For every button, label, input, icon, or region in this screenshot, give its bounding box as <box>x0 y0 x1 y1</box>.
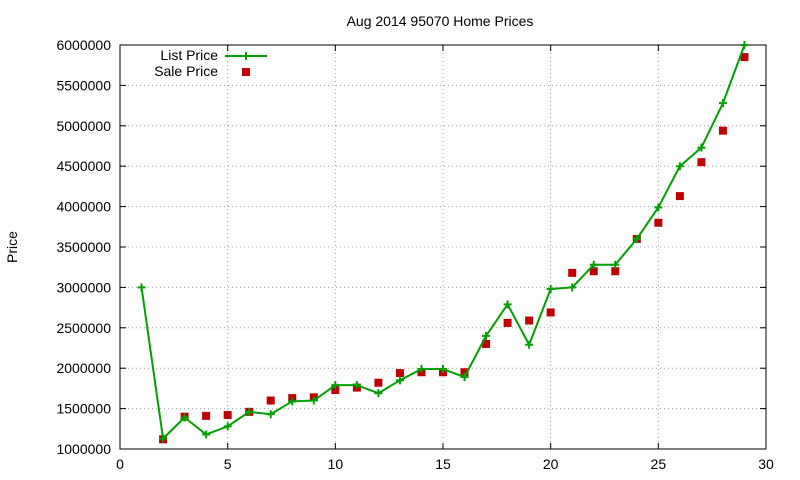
list-price-point <box>589 260 598 269</box>
list-price-point <box>288 397 297 406</box>
sale-price-point <box>395 369 404 378</box>
list-price-point <box>180 413 189 422</box>
y-tick-label: 1500000 <box>56 401 111 417</box>
sale-price-point <box>223 411 232 420</box>
legend: List Price Sale Price <box>154 47 267 79</box>
y-tick-label: 3500000 <box>56 239 111 255</box>
list-price-point <box>374 389 383 398</box>
list-price-point <box>309 396 318 405</box>
list-price-point <box>525 340 534 349</box>
list-price-point <box>546 285 555 294</box>
list-price-point <box>740 41 749 49</box>
y-tick-label: 5000000 <box>56 118 111 134</box>
y-tick-label: 4000000 <box>56 199 111 215</box>
list-price-point <box>417 365 426 374</box>
x-tick-label: 0 <box>116 456 124 472</box>
sale-price-point <box>546 308 555 317</box>
list-price-point <box>460 373 469 382</box>
x-tick-label: 10 <box>328 456 344 472</box>
series-layer <box>137 41 749 444</box>
sale-price-point <box>589 267 598 276</box>
sale-price-point <box>718 126 727 135</box>
list-price-point <box>611 260 620 269</box>
list-price-point <box>202 430 211 439</box>
list-price-point <box>266 410 275 419</box>
list-price-point <box>503 300 512 309</box>
y-tick-label: 2000000 <box>56 360 111 376</box>
list-price-point <box>568 283 577 292</box>
list-price-point <box>352 381 361 390</box>
sale-price-point <box>202 411 211 420</box>
sale-price-point <box>503 318 512 327</box>
list-price-point <box>223 422 232 431</box>
y-axis-label: Price <box>4 231 20 263</box>
list-price-point <box>159 434 168 443</box>
x-tick-label: 25 <box>651 456 667 472</box>
y-tick-label: 1000000 <box>56 441 111 457</box>
sale-price-point <box>266 396 275 405</box>
y-tick-label: 5500000 <box>56 77 111 93</box>
list-price-point <box>395 376 404 385</box>
y-tick-label: 3000000 <box>56 279 111 295</box>
sale-price-point <box>482 339 491 348</box>
x-tick-label: 5 <box>224 456 232 472</box>
sale-price-point <box>675 192 684 201</box>
y-tick-label: 6000000 <box>56 37 111 53</box>
list-price-point <box>697 143 706 152</box>
x-tick-label: 15 <box>435 456 451 472</box>
list-price-point <box>718 99 727 108</box>
list-price-point <box>654 203 663 212</box>
axis-ticks: 1000000 1500000 2000000 2500000 3000000 35000… <box>56 37 774 472</box>
x-tick-label: 20 <box>543 456 559 472</box>
sale-price-point <box>374 378 383 387</box>
list-price-point <box>675 162 684 171</box>
y-tick-label: 4500000 <box>56 158 111 174</box>
list-price-point <box>439 365 447 374</box>
sale-price-point <box>654 218 663 227</box>
x-tick-label: 30 <box>758 456 774 472</box>
sale-price-point <box>525 316 534 325</box>
legend-marker-list-price <box>242 52 250 60</box>
list-price-point <box>331 381 340 390</box>
chart-title: Aug 2014 95070 Home Prices <box>347 13 534 29</box>
list-price-point <box>245 407 254 416</box>
y-tick-label: 2500000 <box>56 320 111 336</box>
legend-label-sale-price: Sale Price <box>154 63 218 79</box>
list-price-point <box>482 331 491 340</box>
sale-price-point <box>331 386 340 395</box>
sale-price-point <box>740 53 749 62</box>
list-price-point <box>632 234 641 243</box>
sale-price-point <box>568 268 577 277</box>
sale-price-point <box>611 267 620 276</box>
legend-label-list-price: List Price <box>160 47 218 63</box>
sale-price-point <box>697 158 706 167</box>
list-price-point <box>137 283 146 292</box>
legend-marker-sale-price <box>242 68 250 76</box>
sale-price-point <box>460 368 469 377</box>
